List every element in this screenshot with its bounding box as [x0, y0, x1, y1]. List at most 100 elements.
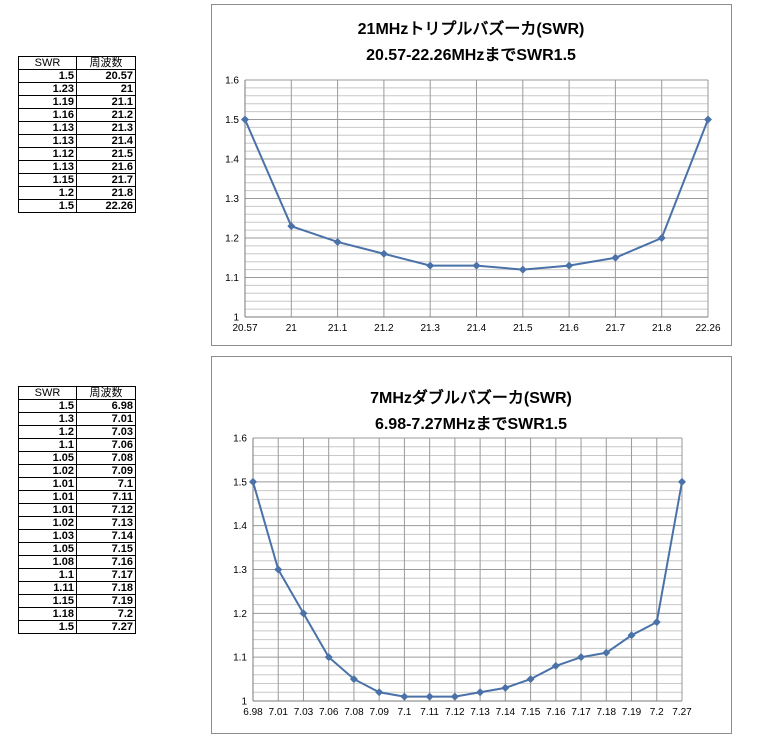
cell-swr: 1.2: [18, 186, 77, 200]
data-point: [241, 115, 249, 124]
data-point: [426, 261, 435, 270]
x-tick-label: 7.12: [445, 707, 465, 718]
x-tick-label: 21.4: [467, 323, 487, 334]
cell-swr: 1.02: [18, 516, 77, 530]
cell-frequency: 21: [76, 82, 136, 96]
cell-frequency: 7.08: [76, 451, 136, 465]
table-row: 1.08 7.16: [18, 555, 136, 569]
cell-frequency: 21.4: [76, 134, 136, 148]
x-tick-label: 7.27: [672, 707, 692, 718]
table-row: 1.5 22.26: [18, 199, 136, 213]
y-tick-label: 1: [233, 313, 239, 324]
data-point: [400, 692, 409, 701]
x-tick-label: 7.19: [622, 707, 642, 718]
x-tick-label: 21.2: [374, 323, 394, 334]
cell-frequency: 7.13: [76, 516, 136, 530]
cell-frequency: 7.27: [76, 620, 136, 634]
data-point: [657, 234, 666, 242]
data-point: [565, 261, 574, 270]
cell-frequency: 7.03: [76, 425, 136, 439]
table-row: 1.19 21.1: [18, 95, 136, 109]
x-tick-label: 7.17: [571, 707, 591, 718]
table-row: 1.13 21.3: [18, 121, 136, 135]
chart-panel-21mhz: 21MHzトリプルバズーカ(SWR) 20.57-22.26MHzまでSWR1.…: [211, 4, 732, 346]
data-point: [551, 661, 560, 670]
x-tick-label: 7.11: [420, 707, 439, 718]
x-tick-label: 7.15: [521, 707, 541, 718]
data-point: [526, 675, 535, 684]
x-tick-label: 7.18: [597, 707, 617, 718]
cell-swr: 1.23: [18, 82, 77, 96]
x-tick-label: 21: [286, 323, 298, 334]
y-tick-label: 1.6: [225, 76, 239, 87]
cell-swr: 1.2: [18, 425, 77, 439]
header-frequency: 周波数: [76, 56, 136, 70]
x-tick-label: 7.03: [294, 707, 314, 718]
table-row: 1.1 7.06: [18, 438, 136, 452]
y-tick-label: 1.2: [233, 609, 247, 620]
table-row: 1.02 7.13: [18, 516, 136, 530]
cell-swr: 1.1: [18, 438, 77, 452]
table-row: 1.01 7.1: [18, 477, 136, 491]
cell-frequency: 7.16: [76, 555, 136, 569]
y-tick-label: 1: [241, 697, 247, 708]
data-point: [501, 683, 510, 692]
y-tick-label: 1.5: [233, 477, 247, 488]
cell-swr: 1.11: [18, 581, 77, 595]
y-tick-label: 1.1: [233, 653, 247, 664]
data-point: [472, 261, 481, 270]
data-point: [349, 675, 358, 684]
cell-swr: 1.13: [18, 160, 77, 174]
table-row: 1.23 21: [18, 82, 136, 96]
cell-swr: 1.5: [18, 199, 77, 213]
x-tick-label: 21.1: [328, 323, 348, 334]
y-tick-label: 1.6: [233, 434, 247, 445]
x-tick-label: 7.06: [319, 707, 339, 718]
y-tick-label: 1.3: [225, 194, 239, 205]
data-point: [678, 477, 686, 486]
table-row: 1.1 7.17: [18, 568, 136, 582]
cell-frequency: 7.11: [76, 490, 136, 504]
cell-swr: 1.5: [18, 69, 77, 83]
table-header-row: SWR 周波数: [18, 56, 136, 70]
table-row: 1.13 21.4: [18, 134, 136, 148]
cell-swr: 1.01: [18, 477, 77, 491]
cell-swr: 1.03: [18, 529, 77, 543]
x-tick-label: 21.7: [606, 323, 626, 334]
data-point: [299, 609, 308, 618]
cell-frequency: 7.1: [76, 477, 136, 491]
y-tick-label: 1.5: [225, 115, 239, 126]
table-row: 1.3 7.01: [18, 412, 136, 426]
y-tick-label: 1.4: [233, 521, 247, 532]
data-point: [602, 648, 611, 657]
table-row: 1.05 7.08: [18, 451, 136, 465]
chart-panel-7mhz: 7MHzダブルバズーカ(SWR) 6.98-7.27MHzまでSWR1.5 1 1…: [211, 356, 732, 734]
swr-table-7mhz: SWR 周波数 1.5 6.98 1.3 7.01 1.2 7.03 1.1 7.06 1.05…: [18, 386, 136, 634]
data-point: [249, 477, 257, 486]
table-row: 1.2 21.8: [18, 186, 136, 200]
table-body: 1.5 20.57 1.23 21 1.19 21.1 1.16 21.2 1.13 21.3 1.…: [18, 69, 136, 213]
x-tick-label: 7.1: [397, 707, 411, 718]
cell-frequency: 7.2: [76, 607, 136, 621]
chart-subtitle: 6.98-7.27MHzまでSWR1.5: [375, 415, 567, 433]
data-point: [274, 565, 283, 574]
data-point: [379, 249, 388, 258]
cell-frequency: 21.2: [76, 108, 136, 122]
y-tick-label: 1.4: [225, 155, 239, 166]
table-row: 1.2 7.03: [18, 425, 136, 439]
x-tick-label: 7.16: [546, 707, 566, 718]
y-tick-label: 1.1: [225, 273, 239, 284]
cell-frequency: 7.09: [76, 464, 136, 478]
cell-frequency: 7.18: [76, 581, 136, 595]
cell-swr: 1.13: [18, 134, 77, 148]
cell-swr: 1.5: [18, 399, 77, 413]
cell-swr: 1.12: [18, 147, 77, 161]
data-point: [287, 222, 296, 231]
cell-frequency: 21.3: [76, 121, 136, 135]
gridlines: [244, 79, 709, 318]
x-tick-label: 21.8: [652, 323, 672, 334]
cell-swr: 1.02: [18, 464, 77, 478]
cell-frequency: 21.1: [76, 95, 136, 109]
gridlines: [252, 437, 683, 702]
cell-frequency: 7.14: [76, 529, 136, 543]
